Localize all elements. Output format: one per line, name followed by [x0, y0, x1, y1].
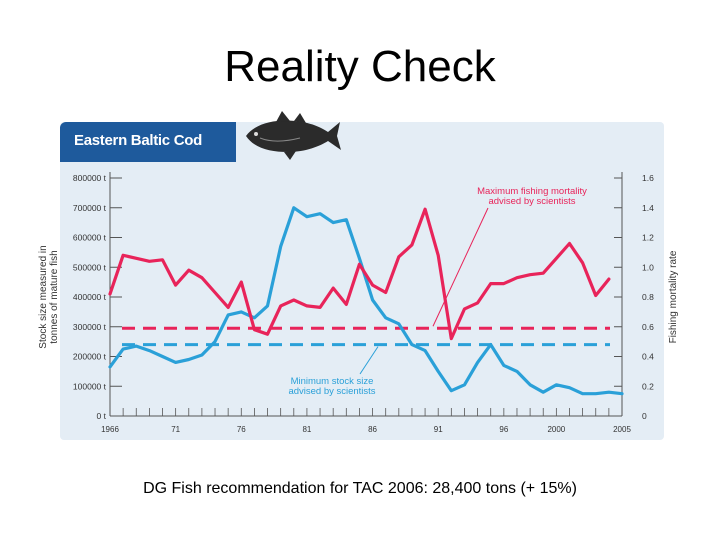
x-tick-label: 1966: [101, 425, 119, 434]
x-tick-label: 71: [171, 425, 180, 434]
chart-title: Eastern Baltic Cod: [74, 132, 202, 149]
x-tick-label: 76: [237, 425, 246, 434]
y-axis-label: Stock size measured intonnes of mature f…: [38, 245, 60, 348]
y-tick-label: 400000 t: [73, 292, 107, 302]
y2-tick-label: 0.8: [642, 292, 654, 302]
y-tick-label: 200000 t: [73, 352, 107, 362]
stock-annotation-leader: [359, 346, 379, 375]
stock-annotation: Minimum stock size advised by scientists: [288, 376, 375, 397]
y-tick-label: 500000 t: [73, 262, 107, 272]
y-tick-label: 300000 t: [73, 322, 107, 332]
slide-caption: DG Fish recommendation for TAC 2006: 28,…: [143, 480, 577, 497]
mortality-annotation-leader: [432, 207, 489, 327]
slide-title: Reality Check: [224, 42, 496, 91]
y2-tick-label: 1.6: [642, 173, 654, 183]
x-tick-label: 96: [499, 425, 508, 434]
y2-tick-label: 1.0: [642, 262, 654, 272]
y-tick-label: 100000 t: [73, 381, 107, 391]
x-tick-label: 2000: [547, 425, 565, 434]
cod-fish-icon: [246, 111, 341, 160]
y-tick-label: 0 t: [97, 411, 107, 421]
mortality-annotation: Maximum fishing mortality advised by scie…: [477, 186, 587, 207]
fishing-mortality-line: [108, 207, 611, 341]
y2-tick-label: 0.2: [642, 381, 654, 391]
y2-tick-label: 0.6: [642, 322, 654, 332]
chart-header: Eastern Baltic Cod: [60, 122, 236, 162]
stock-size-line: [108, 206, 624, 396]
y-tick-label: 600000 t: [73, 233, 107, 243]
y2-tick-label: 1.4: [642, 203, 654, 213]
y2-tick-label: 0.4: [642, 352, 654, 362]
x-tick-label: 2005: [613, 425, 631, 434]
y2-tick-label: 1.2: [642, 233, 654, 243]
x-tick-label: 91: [434, 425, 443, 434]
y-tick-label: 800000 t: [73, 173, 107, 183]
y-tick-label: 700000 t: [73, 203, 107, 213]
y2-axis-label: Fishing mortality rate: [668, 250, 679, 343]
x-tick-label: 86: [368, 425, 377, 434]
y2-tick-label: 0: [642, 411, 647, 421]
x-tick-label: 81: [302, 425, 311, 434]
